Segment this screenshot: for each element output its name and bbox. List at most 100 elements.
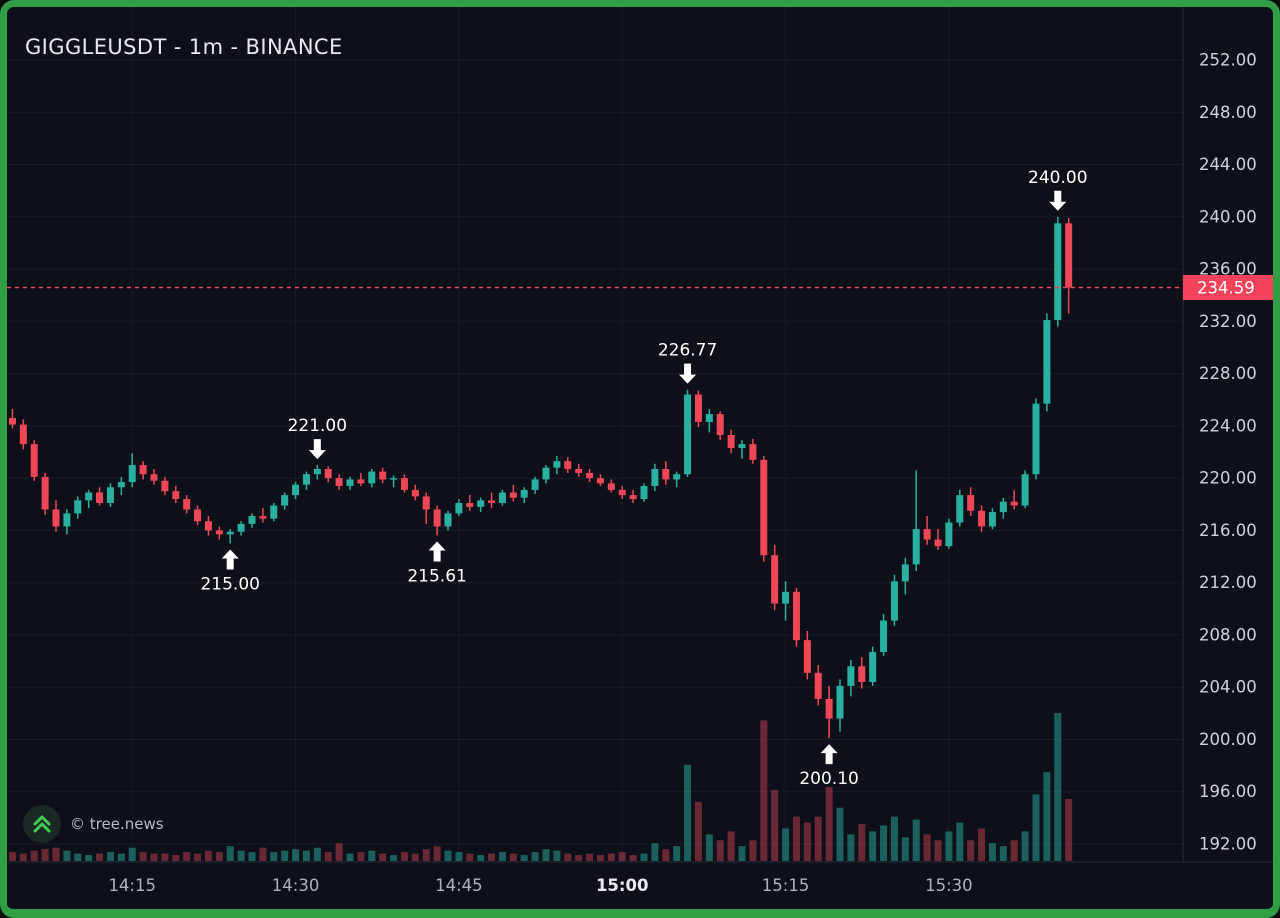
candle [400,474,408,493]
candle [324,466,332,483]
chart-title: GIGGLEUSDT - 1m - BINANCE [25,35,343,59]
candle [869,646,877,686]
arrow-down-icon [1049,190,1067,211]
volume-bar [520,855,528,861]
candle [488,492,496,509]
candle [498,489,506,506]
candle [204,516,212,536]
candle [575,463,583,477]
candle [455,499,463,517]
last-price-label: 234.59 [1183,274,1273,300]
volume-bar [662,849,670,861]
volume-bar [945,831,953,861]
volume-bar [749,840,757,861]
candle [1032,398,1040,480]
volume-bar [640,853,648,861]
volume-bar [847,834,855,861]
volume-bar [705,834,713,861]
annotation-label: 221.00 [288,416,347,436]
price-tick-label: 252.00 [1199,51,1257,70]
volume-bar [172,855,180,861]
volume-bar [923,834,931,861]
candle [1043,313,1051,412]
candle [673,471,681,488]
arrow-up-icon [221,549,239,570]
candle [422,492,430,524]
candle [531,476,539,494]
price-tick-label: 216.00 [1199,521,1257,540]
time-tick-label: 14:30 [272,876,320,895]
candle [96,487,104,506]
volume-bar [629,855,637,861]
candle [923,516,931,545]
volume-bar [564,853,572,861]
volume-bar [194,853,202,861]
volume-bar [477,855,485,861]
candle [215,526,223,540]
volume-bar [270,852,278,861]
volume-bar [335,843,343,861]
volume-bar [161,853,169,861]
candle [313,465,321,480]
candle [411,484,419,501]
candle [553,455,561,475]
candle [640,483,648,502]
volume-bar [542,849,550,861]
annotation-label: 215.00 [200,574,259,594]
arrow-down-icon [679,363,697,384]
price-tick-label: 208.00 [1199,625,1257,644]
candle [792,587,800,647]
volume-bar [1054,713,1062,861]
candle [880,614,888,656]
candle [607,479,615,493]
candle [194,505,202,526]
candle [128,453,136,488]
volume-bar [771,789,779,861]
volume-bar [890,816,898,861]
candle [782,581,790,621]
candle [226,529,234,544]
time-tick-label: 14:45 [435,876,483,895]
volume-bar [509,853,517,861]
volume-bar [455,852,463,861]
candle [346,476,354,490]
volume-bar [673,846,681,861]
volume-bar [488,853,496,861]
volume-bar [226,846,234,861]
volume-bar [63,850,71,861]
arrow-up-icon [820,744,838,765]
watermark-text: © tree.news [70,815,164,833]
price-tick-label: 200.00 [1199,730,1257,749]
volume-bar [792,816,800,861]
price-chart[interactable]: 215.00221.00215.61226.77200.10240.00252.… [7,7,1273,909]
price-tick-label: 204.00 [1199,678,1257,697]
candle [814,664,822,706]
volume-bar [215,852,223,861]
volume-bar [651,843,659,861]
candle [259,508,267,523]
candle [738,440,746,459]
price-annotation: 215.00 [200,549,260,594]
time-tick-label: 15:15 [762,876,810,895]
price-tick-label: 248.00 [1199,103,1257,122]
volume-bar [292,849,300,861]
volume-bar [901,837,909,861]
volume-bar [96,853,104,861]
arrow-down-icon [308,439,326,460]
axes-layer [7,7,1273,863]
candle [74,496,82,519]
volume-bar [139,852,147,861]
volume-bar [237,850,245,861]
candle [716,411,724,441]
volume-bar [313,847,321,861]
candle [237,521,245,536]
candle [302,471,310,490]
candle [248,513,256,528]
last-price-value: 234.59 [1197,278,1255,297]
price-annotation: 226.77 [658,341,717,384]
volume-bar [858,824,866,861]
volume-bar [357,852,365,861]
volume-bar [411,853,419,861]
volume-bar [183,852,191,861]
